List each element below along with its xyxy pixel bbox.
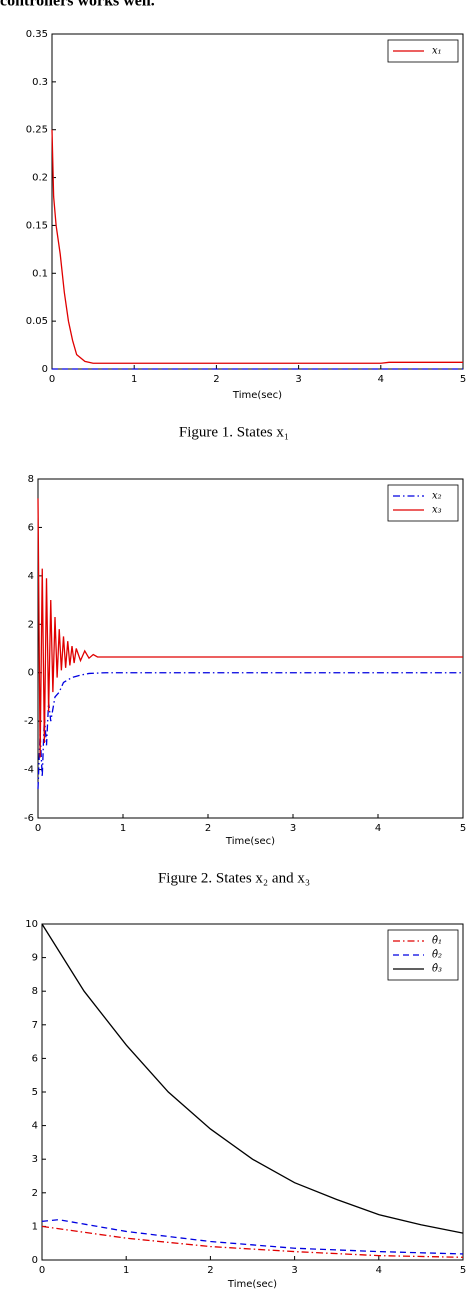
legend-box bbox=[387, 484, 459, 522]
y-tick-label: 5 bbox=[32, 1087, 38, 1098]
legend-label: x₁ bbox=[432, 46, 442, 57]
data-line bbox=[41, 1225, 464, 1258]
header-text: controllers works well. bbox=[0, 0, 155, 10]
y-tick-label: 8 bbox=[28, 474, 34, 485]
y-tick-label: 0.05 bbox=[26, 316, 48, 327]
figure-caption: Figure 1. States x₁ bbox=[179, 424, 289, 440]
legend-label: θ̂₁ bbox=[432, 936, 442, 947]
y-tick-label: 2 bbox=[28, 619, 34, 630]
y-tick-label: -2 bbox=[24, 716, 34, 727]
legend-label: x₃ bbox=[432, 505, 442, 516]
x-tick-label: 4 bbox=[376, 1265, 382, 1276]
x-tick-label: 0 bbox=[39, 1265, 45, 1276]
y-tick-label: 3 bbox=[32, 1154, 38, 1165]
data-line bbox=[37, 498, 463, 758]
x-tick-label: 3 bbox=[295, 374, 301, 385]
legend-label: θ̂₂ bbox=[432, 950, 442, 961]
x-tick-label: 5 bbox=[460, 1265, 466, 1276]
figure-caption: Figure 2. States x₂ and x₃ bbox=[158, 870, 310, 886]
legend-label: θ̂₃ bbox=[432, 964, 442, 975]
y-tick-label: 10 bbox=[25, 919, 38, 930]
x-axis-label: Time(sec) bbox=[232, 390, 282, 401]
y-tick-label: 1 bbox=[32, 1221, 38, 1232]
y-tick-label: 0 bbox=[42, 364, 48, 375]
x-tick-label: 2 bbox=[207, 1265, 213, 1276]
y-tick-label: 0.35 bbox=[26, 29, 48, 40]
y-tick-label: 6 bbox=[32, 1053, 38, 1064]
y-tick-label: -6 bbox=[24, 813, 34, 824]
plot-frame bbox=[51, 33, 464, 370]
legend-label: x₂ bbox=[432, 491, 442, 502]
plot-frame bbox=[37, 478, 464, 819]
x-tick-label: 5 bbox=[460, 374, 466, 385]
y-tick-label: 6 bbox=[28, 522, 34, 533]
x-tick-label: 1 bbox=[123, 1265, 129, 1276]
x-tick-label: 2 bbox=[205, 823, 211, 834]
data-line bbox=[37, 672, 463, 789]
data-line bbox=[51, 129, 463, 364]
y-tick-label: 8 bbox=[32, 986, 38, 997]
x-axis-label: Time(sec) bbox=[227, 1279, 277, 1290]
y-tick-label: 4 bbox=[32, 1121, 38, 1132]
x-tick-label: 1 bbox=[120, 823, 126, 834]
y-tick-label: 0 bbox=[28, 668, 34, 679]
y-tick-label: 0.15 bbox=[26, 220, 48, 231]
data-line bbox=[41, 1219, 464, 1255]
y-tick-label: 0 bbox=[32, 1255, 38, 1266]
x-tick-label: 0 bbox=[49, 374, 55, 385]
x-tick-label: 3 bbox=[290, 823, 296, 834]
y-tick-label: 7 bbox=[32, 1020, 38, 1031]
y-tick-label: 4 bbox=[28, 571, 34, 582]
y-tick-label: 0.3 bbox=[32, 77, 48, 88]
x-tick-label: 4 bbox=[375, 823, 381, 834]
y-tick-label: 9 bbox=[32, 953, 38, 964]
y-tick-label: -4 bbox=[24, 765, 34, 776]
x-tick-label: 3 bbox=[291, 1265, 297, 1276]
data-line bbox=[41, 923, 464, 1234]
x-tick-label: 5 bbox=[460, 823, 466, 834]
x-tick-label: 4 bbox=[378, 374, 384, 385]
x-tick-label: 0 bbox=[35, 823, 41, 834]
x-tick-label: 2 bbox=[213, 374, 219, 385]
y-tick-label: 0.25 bbox=[26, 125, 48, 136]
y-tick-label: 0.1 bbox=[32, 268, 48, 279]
x-tick-label: 1 bbox=[131, 374, 137, 385]
x-axis-label: Time(sec) bbox=[225, 836, 275, 847]
y-tick-label: 0.2 bbox=[32, 173, 48, 184]
y-tick-label: 2 bbox=[32, 1188, 38, 1199]
